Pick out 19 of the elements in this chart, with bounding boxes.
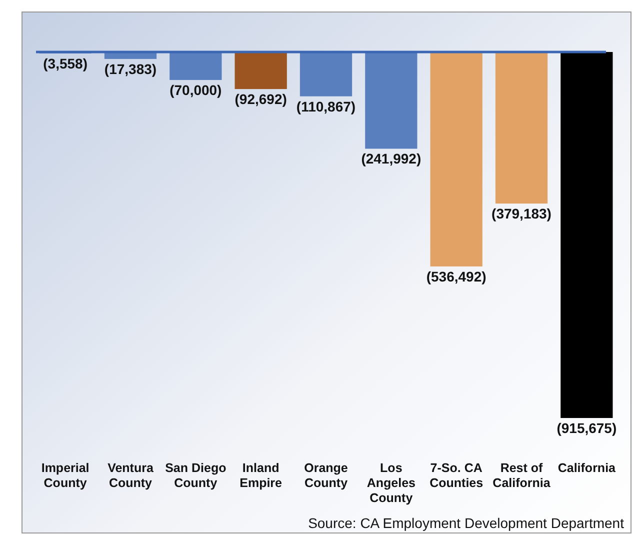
x-tick-label: Imperial County <box>41 461 90 490</box>
data-label: (379,183) <box>492 206 552 222</box>
data-label: (241,992) <box>361 150 422 167</box>
data-label: (110,867) <box>296 98 356 114</box>
x-tick-label: Rest of California <box>492 461 552 490</box>
x-tick-label: Orange County <box>304 461 348 490</box>
data-label: (70,000) <box>170 82 222 98</box>
x-tick-label: San Diego County <box>165 461 227 490</box>
source-note: Source: CA Employment Development Department <box>308 515 624 531</box>
data-label: (17,383) <box>104 60 157 77</box>
data-label: (92,692) <box>234 91 287 108</box>
x-tick-label: Inland Empire <box>240 461 282 490</box>
x-tick-label: California <box>558 461 617 475</box>
data-label: (3,558) <box>43 55 88 72</box>
data-label: (915,675) <box>556 420 617 436</box>
data-label: (536,492) <box>426 268 486 284</box>
x-tick-label: 7-So. CA Counties <box>430 461 484 490</box>
x-tick-label: Los Angeles County <box>366 461 416 505</box>
x-tick-label: Ventura County <box>108 461 154 490</box>
